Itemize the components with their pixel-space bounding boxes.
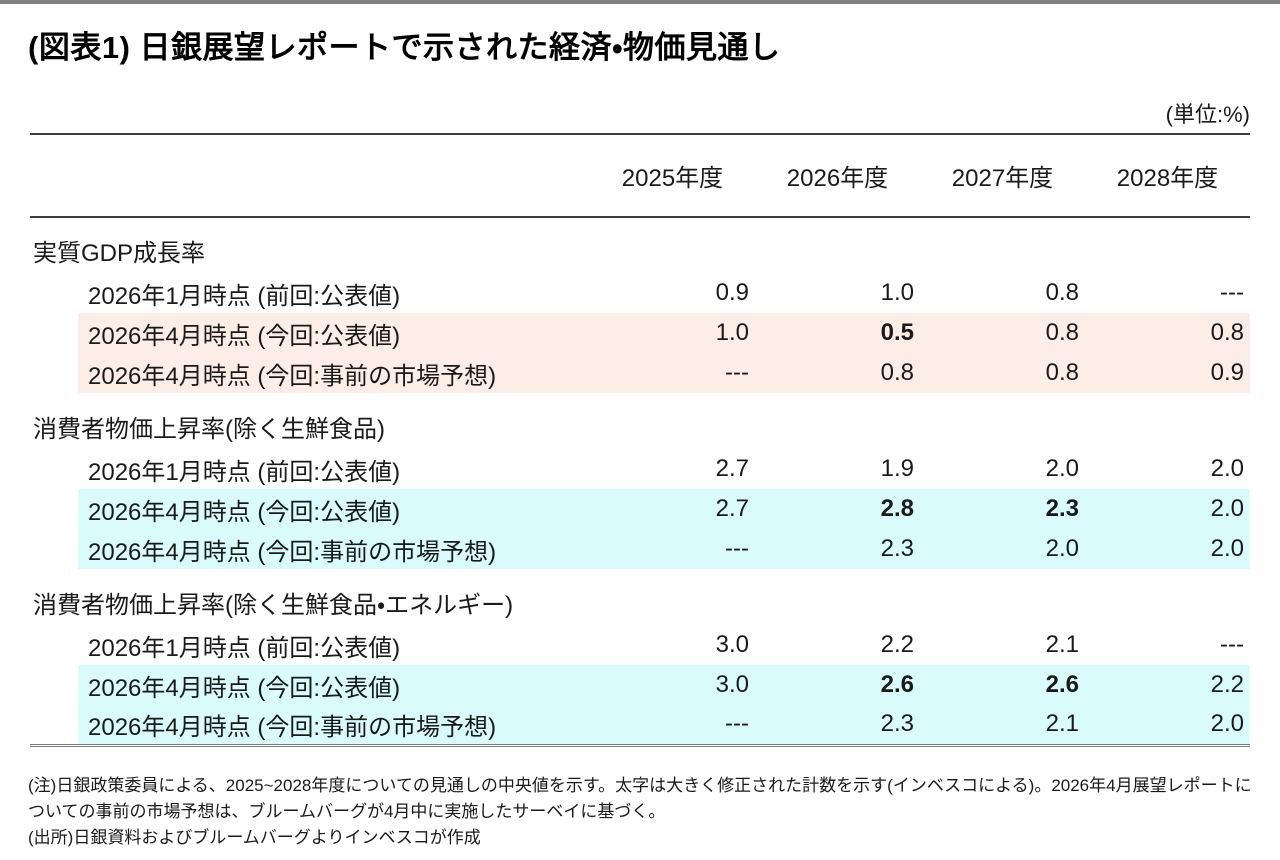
value-cell: --- (590, 705, 755, 745)
indent-cell (30, 665, 78, 705)
row-label: 2026年1月時点 (前回:公表値) (88, 282, 401, 310)
indent-cell (30, 313, 78, 353)
value-cell: 0.8 (920, 313, 1085, 353)
value-cell: 2.0 (1045, 455, 1079, 482)
row-label: 2026年1月時点 (前回:公表値) (88, 458, 401, 486)
table-row-highlighted: 2026年4月時点 (今回:公表値) 1.0 0.5 0.8 0.8 (30, 313, 1250, 353)
indent-cell (30, 489, 78, 529)
row-label: 2026年4月時点 (今回:公表値) (78, 665, 590, 705)
indent-cell (30, 353, 78, 393)
row-label: 2026年4月時点 (今回:事前の市場予想) (78, 529, 590, 569)
section-title: 実質GDP成長率 (33, 240, 206, 267)
table-header: 2025年度 2026年度 2027年度 2028年度 (30, 134, 1250, 217)
section-title-row: 消費者物価上昇率(除く生鮮食品) (30, 393, 1250, 449)
table-row-highlighted: 2026年4月時点 (今回:公表値) 3.0 2.6 2.6 2.2 (30, 665, 1250, 705)
value-cell: 1.0 (590, 313, 755, 353)
value-cell: 1.0 (880, 279, 914, 306)
section-title-row: 消費者物価上昇率(除く生鮮食品・エネルギー) (30, 569, 1250, 625)
indent-cell (30, 529, 78, 569)
value-cell: 2.1 (1045, 631, 1079, 658)
section-cpi-ex-fresh-food-energy: 消費者物価上昇率(除く生鮮食品・エネルギー) 2026年1月時点 (前回:公表値… (30, 569, 1250, 745)
year-header-2026: 2026年度 (786, 165, 889, 192)
value-cell: 2.0 (920, 529, 1085, 569)
value-cell: 2.2 (880, 631, 914, 658)
indent-cell (30, 273, 78, 313)
section-title-row: 実質GDP成長率 (30, 217, 1250, 273)
note-text: (注)日銀政策委員による、2025~2028年度についての見通しの中央値を示す。… (28, 775, 1252, 821)
section-gdp: 実質GDP成長率 2026年1月時点 (前回:公表値) 0.9 1.0 0.8 … (30, 217, 1250, 393)
value-cell: 0.9 (1085, 353, 1250, 393)
year-header-2025: 2025年度 (621, 165, 724, 192)
unit-label: (単位:%) (1165, 102, 1250, 127)
value-cell-bold: 2.3 (920, 489, 1085, 529)
value-cell: 2.0 (1085, 529, 1250, 569)
value-cell-bold: 0.5 (755, 313, 920, 353)
value-cell: 2.0 (1210, 455, 1244, 482)
row-label: 2026年4月時点 (今回:事前の市場予想) (78, 353, 590, 393)
header-spacer (30, 134, 78, 217)
table-row: 2026年1月時点 (前回:公表値) 2.7 1.9 2.0 2.0 (30, 449, 1250, 489)
section-cpi-ex-fresh-food: 消費者物価上昇率(除く生鮮食品) 2026年1月時点 (前回:公表値) 2.7 … (30, 393, 1250, 569)
value-cell: --- (1220, 279, 1244, 306)
table-row-highlighted: 2026年4月時点 (今回:事前の市場予想) --- 2.3 2.1 2.0 (30, 705, 1250, 745)
value-cell: 1.9 (880, 455, 914, 482)
value-cell: 0.8 (1085, 313, 1250, 353)
value-cell: 0.9 (715, 279, 749, 306)
source-text: (出所)日銀資料およびブルームバーグよりインベスコが作成 (28, 828, 481, 848)
row-label: 2026年4月時点 (今回:事前の市場予想) (78, 705, 590, 745)
forecast-table: 2025年度 2026年度 2027年度 2028年度 実質GDP成長率 202… (30, 133, 1250, 747)
value-cell: 2.7 (590, 489, 755, 529)
indent-cell (30, 625, 78, 665)
table-row: 2026年1月時点 (前回:公表値) 0.9 1.0 0.8 --- (30, 273, 1250, 313)
value-cell: 2.3 (755, 529, 920, 569)
value-cell-bold: 2.6 (755, 665, 920, 705)
header-spacer (78, 134, 590, 217)
footnotes: (注)日銀政策委員による、2025~2028年度についての見通しの中央値を示す。… (28, 773, 1252, 852)
row-label: 2026年4月時点 (今回:公表値) (78, 489, 590, 529)
value-cell: --- (590, 353, 755, 393)
value-cell-bold: 2.8 (755, 489, 920, 529)
value-cell: 0.8 (1045, 279, 1079, 306)
value-cell-bold: 2.6 (920, 665, 1085, 705)
value-cell: 2.3 (755, 705, 920, 745)
page-title: (図表1) 日銀展望レポートで示された経済・物価見通し (28, 30, 781, 65)
table-row-highlighted: 2026年4月時点 (今回:事前の市場予想) --- 0.8 0.8 0.9 (30, 353, 1250, 393)
value-cell: 3.0 (715, 631, 749, 658)
value-cell: 3.0 (590, 665, 755, 705)
table-row-highlighted: 2026年4月時点 (今回:公表値) 2.7 2.8 2.3 2.0 (30, 489, 1250, 529)
value-cell: --- (1220, 631, 1244, 658)
year-header-2027: 2027年度 (951, 165, 1054, 192)
value-cell: 2.2 (1085, 665, 1250, 705)
section-title: 消費者物価上昇率(除く生鮮食品・エネルギー) (33, 591, 514, 619)
row-label: 2026年1月時点 (前回:公表値) (88, 634, 401, 662)
value-cell: 0.8 (920, 353, 1085, 393)
row-label: 2026年4月時点 (今回:公表値) (78, 313, 590, 353)
indent-cell (30, 705, 78, 745)
indent-cell (30, 449, 78, 489)
table-row: 2026年1月時点 (前回:公表値) 3.0 2.2 2.1 --- (30, 625, 1250, 665)
section-title: 消費者物価上昇率(除く生鮮食品) (33, 415, 385, 443)
value-cell: 2.0 (1085, 705, 1250, 745)
value-cell: 2.7 (715, 455, 749, 482)
value-cell: 2.0 (1085, 489, 1250, 529)
year-header-2028: 2028年度 (1116, 165, 1219, 192)
value-cell: 0.8 (755, 353, 920, 393)
top-divider-bar (0, 0, 1280, 4)
value-cell: 2.1 (920, 705, 1085, 745)
value-cell: --- (590, 529, 755, 569)
table-row-highlighted: 2026年4月時点 (今回:事前の市場予想) --- 2.3 2.0 2.0 (30, 529, 1250, 569)
year-header-row: 2025年度 2026年度 2027年度 2028年度 (30, 134, 1250, 217)
